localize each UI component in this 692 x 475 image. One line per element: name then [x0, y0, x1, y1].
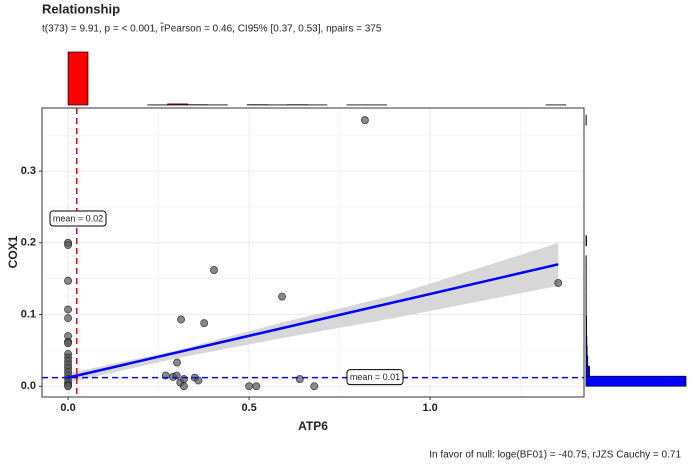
chart-caption: In favor of null: loge(BF01) = -40.75, r… [429, 450, 681, 461]
data-point [177, 315, 185, 324]
panel-border [41, 107, 585, 398]
data-point [64, 241, 72, 249]
y-axis-title: COX1 [6, 235, 20, 268]
right-hist-bar [585, 235, 587, 247]
data-point [173, 358, 181, 367]
data-point [245, 382, 253, 391]
top-hist-bar [67, 51, 89, 106]
data-point [554, 279, 563, 287]
right-hist-bar [585, 355, 589, 367]
data-point [64, 339, 72, 348]
data-point [64, 305, 72, 314]
data-point [180, 375, 188, 383]
chart-title: Relationship [42, 1, 120, 16]
right-hist-bar [585, 335, 588, 347]
y-tick-label: 0.3 [21, 165, 36, 177]
y-mean-label: mean = 0.01 [350, 372, 400, 382]
data-point [194, 376, 203, 385]
data-point [210, 266, 218, 274]
label-box [346, 369, 404, 386]
confidence-band [68, 242, 559, 383]
data-point [64, 382, 72, 391]
data-point [180, 382, 188, 391]
data-point [278, 292, 286, 301]
data-point [310, 382, 319, 391]
data-point [64, 314, 72, 323]
data-point [252, 382, 261, 391]
data-point [64, 276, 72, 285]
data-point [295, 375, 304, 383]
y-tick-label: 0.0 [21, 380, 36, 392]
y-tick-label: 0.1 [21, 308, 36, 320]
right-hist-bar [585, 315, 587, 327]
x-axis-title: ATP6 [298, 419, 328, 433]
right-hist-bar [585, 365, 590, 377]
top-hist-bar [167, 103, 188, 106]
data-point [361, 116, 369, 125]
x-tick-label: 0.0 [60, 402, 75, 414]
right-hist-bar [585, 325, 587, 337]
right-hist-bar [585, 375, 687, 387]
x-mean-label: mean = 0.02 [53, 213, 103, 223]
regression-line [67, 263, 559, 379]
label-box [49, 210, 107, 227]
y-tick-label: 0.2 [21, 237, 36, 249]
chart-subtitle: t(373) = 9.91, p = < 0.001, r̂Pearson = … [42, 21, 382, 35]
data-point [200, 319, 209, 328]
x-tick-label: 1.0 [422, 402, 437, 414]
x-tick-label: 0.5 [241, 402, 256, 414]
right-hist-bar [585, 345, 588, 357]
